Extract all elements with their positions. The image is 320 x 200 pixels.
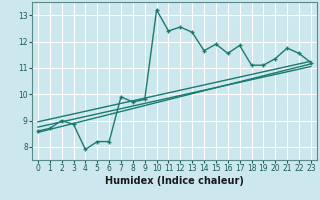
X-axis label: Humidex (Indice chaleur): Humidex (Indice chaleur): [105, 176, 244, 186]
